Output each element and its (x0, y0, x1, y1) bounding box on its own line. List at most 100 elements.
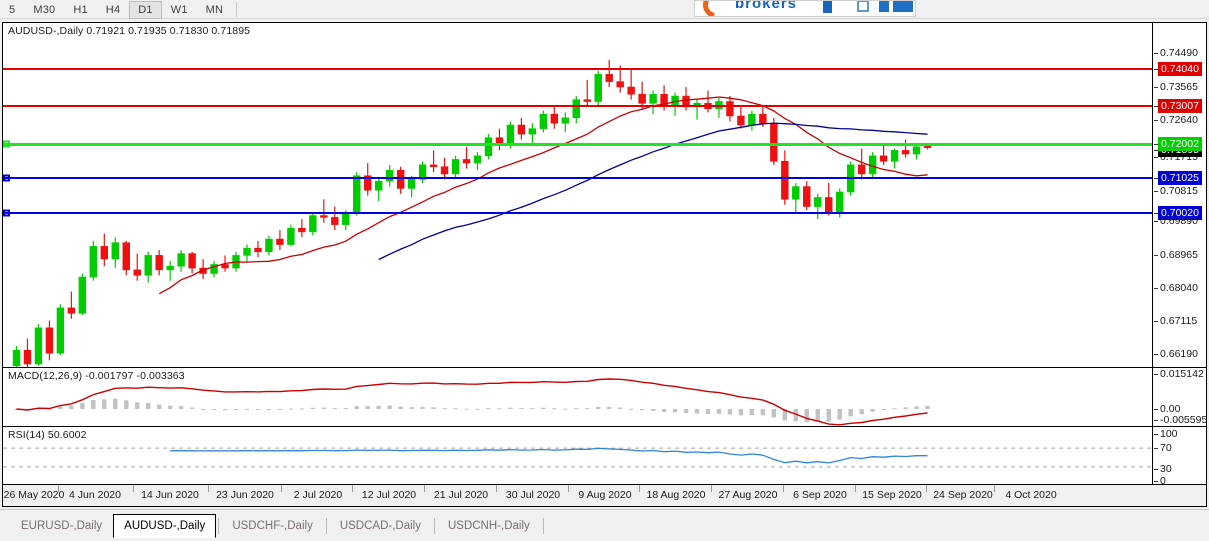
macd-axis-tick (1154, 409, 1158, 410)
price-axis-label-0_70815: 0.70815 (1160, 185, 1198, 197)
level-line-0_71025[interactable] (3, 177, 1152, 179)
macd-axis: 0.015142 0.00 -0.005595 (1152, 368, 1208, 426)
date-divider (424, 485, 425, 492)
price-axis-tick (1154, 87, 1158, 88)
swoosh-icon (697, 1, 735, 16)
macd-axis-label-0_00: 0.00 (1160, 403, 1181, 415)
timeframe-button-h4[interactable]: H4 (105, 3, 121, 16)
price-axis-label-0_74040[interactable]: 0.74040 (1158, 62, 1202, 76)
macd-pane[interactable]: MACD(12,26,9) -0.001797 -0.003363 0.0151… (3, 368, 1208, 427)
rsi-axis-tick (1154, 469, 1158, 470)
price-axis-tick (1154, 69, 1158, 70)
price-pane[interactable]: AUDUSD-,Daily 0.71921 0.71935 0.71830 0.… (3, 23, 1206, 393)
logo-frame-icon (857, 1, 869, 12)
date-divider (994, 485, 995, 492)
timeframe-button-strip[interactable]: 5 M30 H1 H4 D1 W1 MN (0, 0, 241, 19)
timeframe-button-d1[interactable]: D1 (129, 0, 162, 19)
price-pane-label: AUDUSD-,Daily 0.71921 0.71935 0.71830 0.… (8, 25, 251, 37)
rsi-svg (3, 447, 1152, 468)
broker-logo: brokers (694, 0, 916, 17)
price-axis-tick (1154, 144, 1158, 145)
level-handle-0_72002[interactable] (3, 140, 10, 148)
price-axis-label-0_68040: 0.68040 (1160, 282, 1198, 294)
macd-axis-tick (1154, 374, 1158, 375)
date-divider (639, 485, 640, 492)
rsi-axis-label-100: 100 (1160, 428, 1178, 440)
level-line-0_73007[interactable] (3, 105, 1152, 107)
level-handle-0_70020[interactable] (3, 209, 10, 217)
date-label: 4 Oct 2020 (1005, 489, 1057, 501)
rsi-pane-label: RSI(14) 50.6002 (8, 429, 87, 441)
rsi-axis: 100 70 30 0 (1152, 427, 1206, 487)
price-axis-label-0_72640: 0.72640 (1160, 114, 1198, 126)
chart-tab-usdcad[interactable]: USDCAD-,Daily (328, 514, 432, 538)
timeframe-button-m30[interactable]: M30 (33, 3, 56, 16)
timeframe-button-h1[interactable]: H1 (73, 3, 88, 16)
macd-axis-label-_0_005595: -0.005595 (1160, 414, 1208, 426)
macd-axis-tick (1154, 420, 1158, 421)
date-divider (711, 485, 712, 492)
chart-tab-usdcnh[interactable]: USDCNH-,Daily (436, 514, 541, 538)
date-divider (926, 485, 927, 492)
tab-divider (218, 518, 220, 534)
price-candlestick-svg (12, 59, 932, 367)
price-axis-tick (1154, 255, 1158, 256)
price-axis-tick (1154, 106, 1158, 107)
price-plot-area[interactable] (3, 23, 1152, 367)
timeframe-button-5[interactable]: 5 (9, 3, 16, 16)
chart-tab-eurusd[interactable]: EURUSD-,Daily (10, 514, 114, 538)
price-axis-tick (1154, 120, 1158, 121)
date-divider (133, 485, 134, 492)
rsi-plot-area[interactable] (3, 427, 1152, 484)
rsi-axis-label-30: 30 (1160, 463, 1172, 475)
date-divider (208, 485, 209, 492)
price-axis[interactable]: 0.74490 0.74040 0.73565 0.73007 0.72640 0.720… (1152, 23, 1206, 393)
price-axis-tick (1154, 53, 1158, 54)
price-axis-label-0_73007[interactable]: 0.73007 (1158, 99, 1202, 113)
macd-pane-label: MACD(12,26,9) -0.001797 -0.003363 (8, 370, 185, 382)
date-divider (783, 485, 784, 492)
price-axis-tick (1154, 354, 1158, 355)
date-label: 9 Aug 2020 (578, 489, 632, 501)
rsi-pane[interactable]: RSI(14) 50.6002 100 70 30 0 (3, 427, 1206, 487)
price-axis-tick (1154, 178, 1158, 179)
level-line-0_74040[interactable] (3, 68, 1152, 70)
date-label: 15 Sep 2020 (862, 489, 922, 501)
price-axis-label-0_67115: 0.67115 (1160, 315, 1198, 327)
logo-bar-icon-3 (903, 1, 913, 12)
price-axis-label-0_66190: 0.66190 (1160, 348, 1198, 360)
level-line-0_72002[interactable] (3, 143, 1152, 146)
toolbar-divider (236, 2, 238, 17)
price-axis-tick (1154, 150, 1158, 151)
level-handle-0_71025[interactable] (3, 174, 10, 182)
chart-frame[interactable]: AUDUSD-,Daily 0.71921 0.71935 0.71830 0.… (2, 22, 1207, 507)
date-divider (855, 485, 856, 492)
level-line-0_70020[interactable] (3, 212, 1152, 214)
chart-tab-bar[interactable]: EURUSD-,Daily AUDUSD-,Daily USDCHF-,Daily U… (0, 509, 1209, 541)
rsi-axis-label-0: 0 (1160, 475, 1166, 487)
logo-bar-icon-1 (879, 1, 889, 12)
price-axis-tick (1154, 321, 1158, 322)
date-label: 12 Jul 2020 (361, 489, 417, 501)
date-label: 30 Jul 2020 (505, 489, 561, 501)
top-toolbar: 5 M30 H1 H4 D1 W1 MN brokers (0, 0, 1209, 19)
price-axis-label-0_69890: 0.69890 (1160, 215, 1198, 227)
price-axis-label-0_74490: 0.74490 (1160, 47, 1198, 59)
chart-tab-audusd[interactable]: AUDUSD-,Daily (113, 514, 217, 538)
date-label: 14 Jun 2020 (141, 489, 199, 501)
date-label: 18 Aug 2020 (646, 489, 706, 501)
macd-plot-area[interactable] (3, 368, 1152, 426)
date-label: 24 Sep 2020 (933, 489, 993, 501)
date-label: 4 Jun 2020 (69, 489, 121, 501)
date-divider (496, 485, 497, 492)
date-label: 27 Aug 2020 (718, 489, 778, 501)
chart-tabs[interactable]: EURUSD-,Daily AUDUSD-,Daily USDCHF-,Daily U… (10, 514, 546, 538)
price-axis-label-0_71025[interactable]: 0.71025 (1158, 171, 1202, 185)
price-axis-label-0_72002[interactable]: 0.72002 (1158, 137, 1202, 151)
chart-tab-usdchf[interactable]: USDCHF-,Daily (221, 514, 324, 538)
timeframe-button-mn[interactable]: MN (205, 3, 224, 16)
price-axis-label-0_70020[interactable]: 0.70020 (1158, 206, 1202, 220)
rsi-axis-tick (1154, 434, 1158, 435)
timeframe-button-w1[interactable]: W1 (170, 3, 188, 16)
